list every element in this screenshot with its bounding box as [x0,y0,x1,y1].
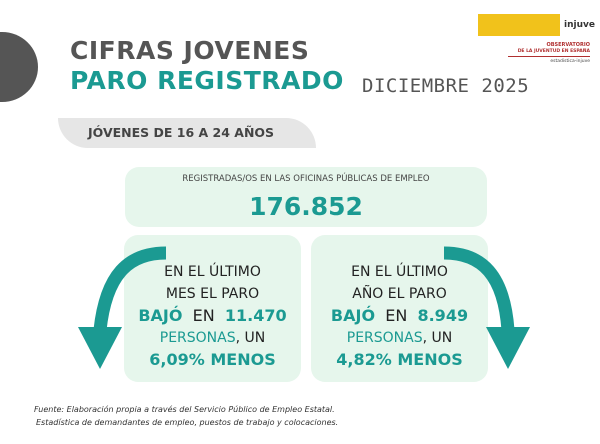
injuve-logo: injuve [564,20,595,30]
title: CIFRAS JOVENES [70,36,310,65]
monthly-amount: 11.470 [224,306,287,325]
down-arrow-right-icon [443,246,530,369]
yearly-card: EN EL ÚLTIMO AÑO EL PARO BAJÓ EN 8.949 P… [311,235,488,382]
date: DICIEMBRE 2025 [362,75,530,97]
yearly-line1: EN EL ÚLTIMO [351,264,448,280]
logo: injuve OBSERVATORIO DE LA JUVENTUD EN ES… [478,10,595,68]
yearly-en: EN [385,306,408,325]
subtitle: PARO REGISTRADO [70,66,344,95]
monthly-percent: 6,09% MENOS [149,350,276,369]
divider [508,56,590,57]
monthly-line2: MES EL PARO [165,286,260,302]
yearly-persons: PERSONAS [346,330,423,346]
monthly-persons: PERSONAS [159,330,236,346]
monthly-un: , UN [235,330,266,346]
total-card: REGISTRADAS/OS EN LAS OFICINAS PÚBLICAS … [125,167,487,227]
age-group-label: JÓVENES DE 16 A 24 AÑOS [88,125,275,140]
monthly-line1: EN EL ÚLTIMO [164,264,261,280]
total-label: REGISTRADAS/OS EN LAS OFICINAS PÚBLICAS … [182,174,430,184]
down-arrow-left-icon [78,246,167,369]
observatorio-subtitle: DE LA JUVENTUD EN ESPAÑA [517,49,590,54]
yearly-amount: 8.949 [417,306,469,325]
observatorio-label: OBSERVATORIO [546,42,590,48]
site-label: estadistica-injuve [550,59,590,64]
monthly-en: EN [192,306,215,325]
government-logo-icon [478,14,560,36]
yearly-line2: AÑO EL PARO [352,286,447,302]
age-group-banner: JÓVENES DE 16 A 24 AÑOS [58,118,316,148]
source-note: Fuente: Elaboración propia a través del … [34,403,338,429]
yearly-verb: BAJÓ [330,306,376,325]
source-line1: Fuente: Elaboración propia a través del … [34,405,335,414]
monthly-card: EN EL ÚLTIMO MES EL PARO BAJÓ EN 11.470 … [124,235,301,382]
decorative-half-circle [0,32,38,102]
yearly-percent: 4,82% MENOS [336,350,463,369]
monthly-verb: BAJÓ [138,306,183,325]
source-line2: Estadística de demandantes de empleo, pu… [36,418,339,427]
yearly-un: , UN [422,330,453,346]
total-value: 176.852 [249,192,363,221]
